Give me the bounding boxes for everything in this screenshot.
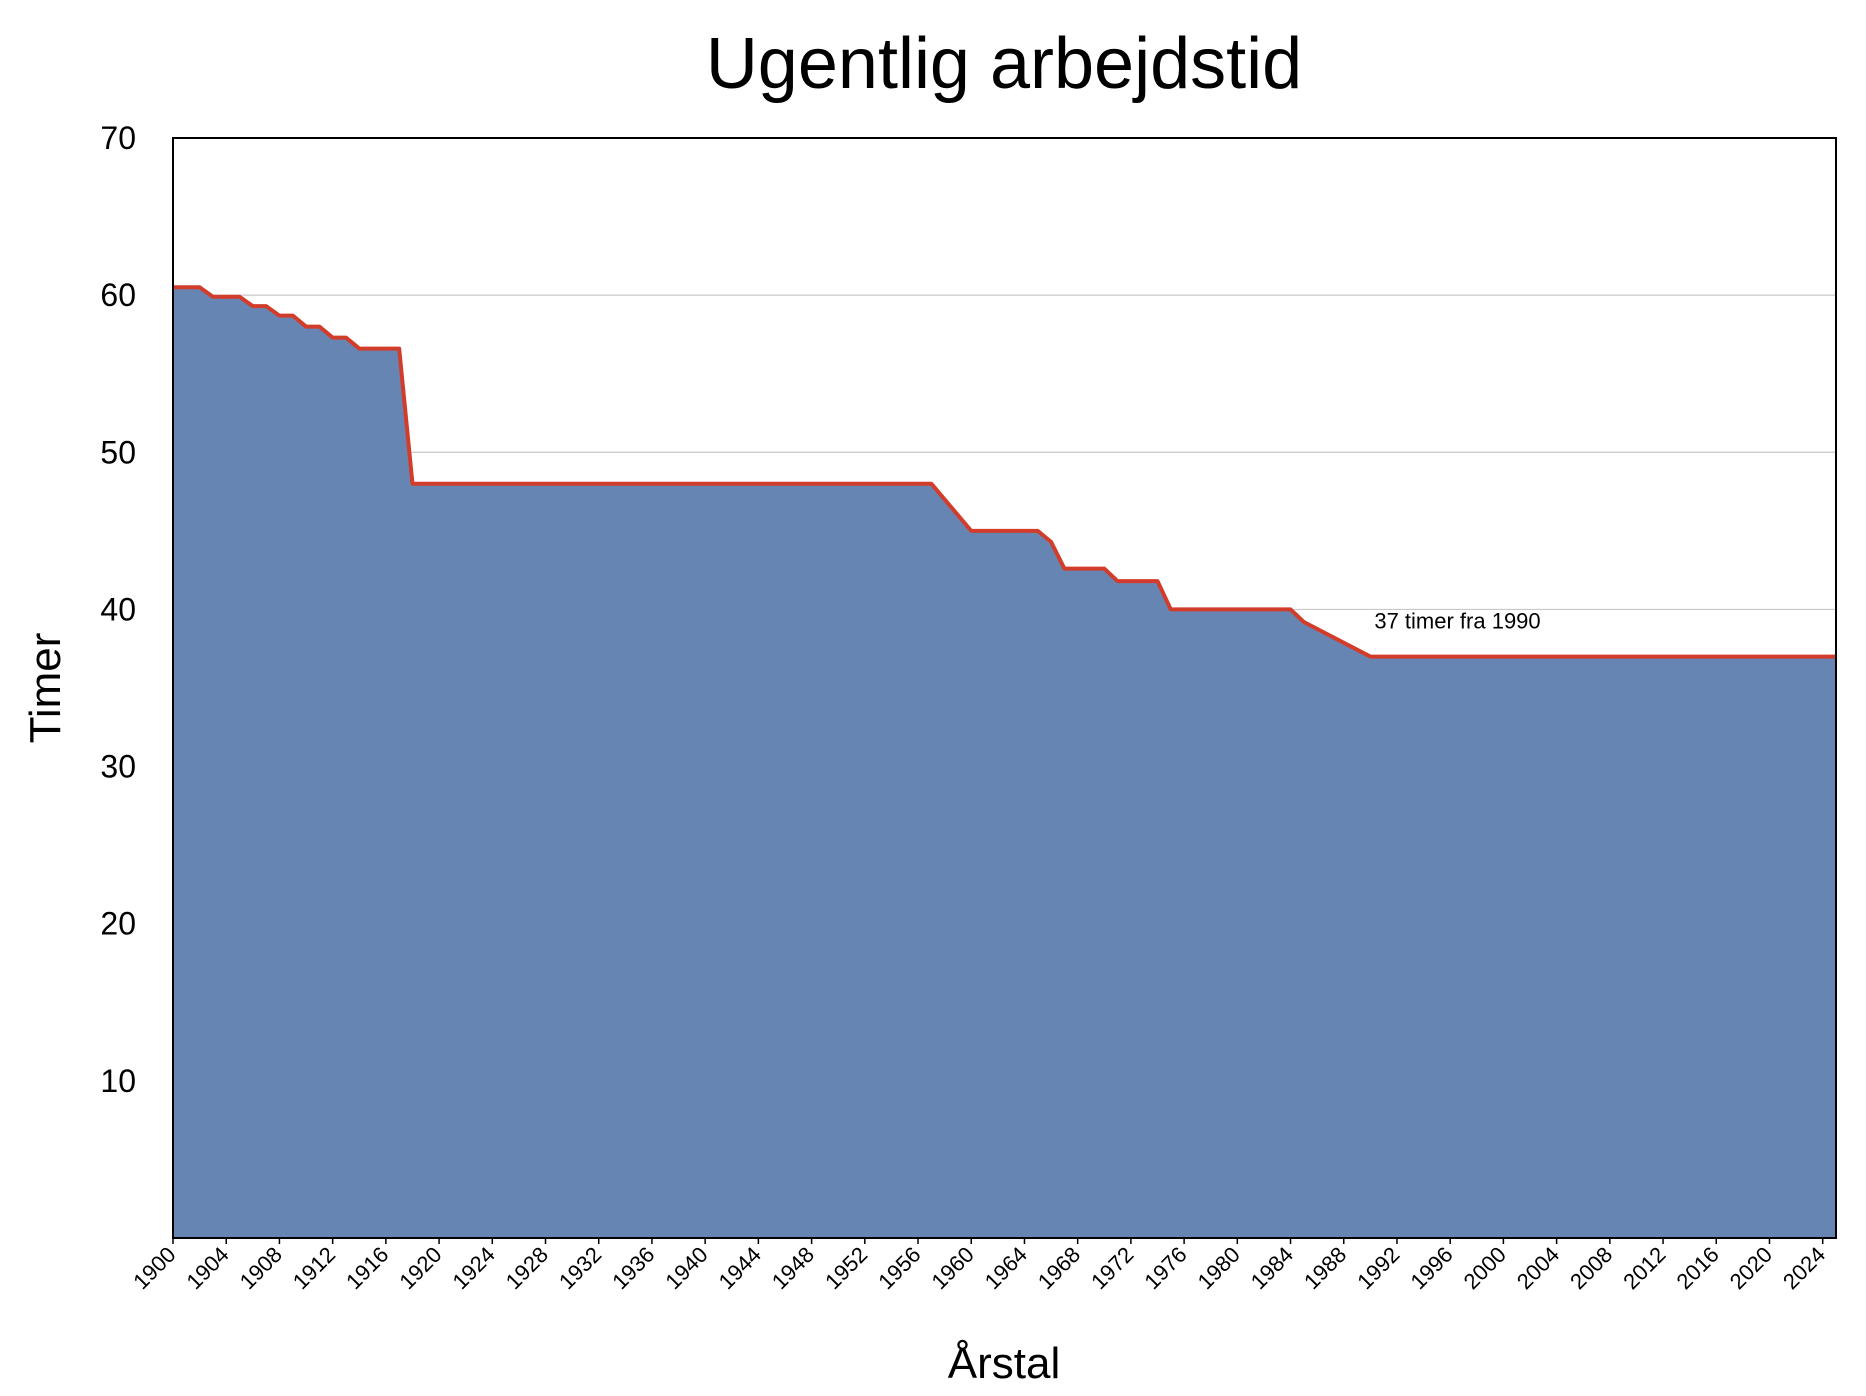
y-tick-label: 10 bbox=[100, 1063, 136, 1099]
x-tick-label: 2000 bbox=[1459, 1242, 1511, 1294]
x-tick-label: 2004 bbox=[1512, 1242, 1564, 1294]
x-tick-label: 2016 bbox=[1672, 1242, 1724, 1294]
x-tick-label: 1996 bbox=[1405, 1242, 1457, 1294]
x-tick-label: 1936 bbox=[607, 1242, 659, 1294]
x-tick-label: 1968 bbox=[1033, 1242, 1085, 1294]
x-tick-label: 2008 bbox=[1565, 1242, 1617, 1294]
x-axis-title: Årstal bbox=[948, 1339, 1060, 1388]
x-tick-label: 1928 bbox=[501, 1242, 553, 1294]
x-tick-label: 1952 bbox=[820, 1242, 872, 1294]
x-tick-label: 1916 bbox=[341, 1242, 393, 1294]
x-tick-label: 1992 bbox=[1352, 1242, 1404, 1294]
x-tick-label: 1976 bbox=[1139, 1242, 1191, 1294]
x-tick-label: 2012 bbox=[1618, 1242, 1670, 1294]
plot-border bbox=[172, 137, 1837, 1239]
y-tick-label: 70 bbox=[100, 120, 136, 156]
x-tick-label: 1948 bbox=[767, 1242, 819, 1294]
x-tick-label: 1972 bbox=[1086, 1242, 1138, 1294]
x-tick-label: 1900 bbox=[128, 1242, 180, 1294]
area-line bbox=[173, 285, 1836, 659]
x-tick-label: 1944 bbox=[714, 1242, 766, 1294]
annotation: 37 timer fra 1990 bbox=[1374, 608, 1540, 633]
y-tick-label: 20 bbox=[100, 906, 136, 942]
x-tick-label: 1956 bbox=[873, 1242, 925, 1294]
x-tick-label: 1980 bbox=[1193, 1242, 1245, 1294]
x-tick-label: 1988 bbox=[1299, 1242, 1351, 1294]
x-tick-label: 1904 bbox=[181, 1242, 233, 1294]
area bbox=[173, 287, 1836, 1238]
x-tick-label: 1960 bbox=[926, 1242, 978, 1294]
y-tick-label: 30 bbox=[100, 749, 136, 785]
chart-title: Ugentlig arbejdstid bbox=[706, 24, 1302, 104]
x-tick-label: 1908 bbox=[235, 1242, 287, 1294]
x-tick-label: 1932 bbox=[554, 1242, 606, 1294]
x-tick-label: 2024 bbox=[1778, 1242, 1830, 1294]
y-tick-label: 60 bbox=[100, 277, 136, 313]
x-tick-label: 2020 bbox=[1725, 1242, 1777, 1294]
x-tick-label: 1924 bbox=[448, 1242, 500, 1294]
x-tick-label: 1912 bbox=[288, 1242, 340, 1294]
x-tick-label: 1964 bbox=[980, 1242, 1032, 1294]
y-tick-label: 40 bbox=[100, 591, 136, 627]
y-axis-title: Timer bbox=[21, 633, 70, 744]
x-tick-label: 1920 bbox=[394, 1242, 446, 1294]
y-tick-label: 50 bbox=[100, 434, 136, 470]
x-tick-label: 1940 bbox=[660, 1242, 712, 1294]
x-tick-label: 1984 bbox=[1246, 1242, 1298, 1294]
